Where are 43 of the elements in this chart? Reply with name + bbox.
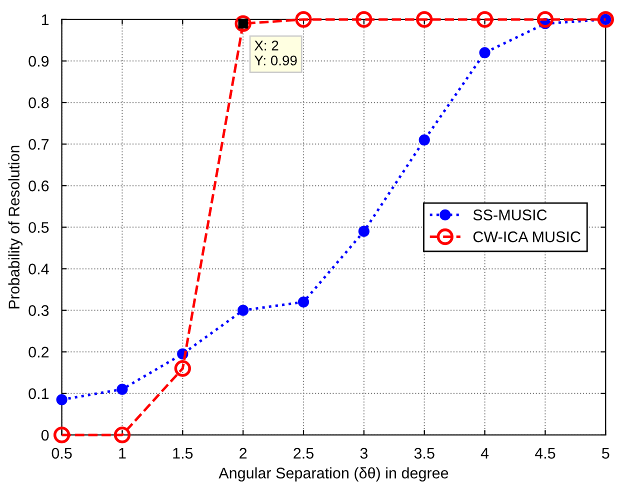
x-tick-label: 4.5 [534,448,556,459]
y-tick-label: 0.2 [28,346,49,358]
x-tick-label: 4 [480,448,489,459]
point [53,426,70,444]
point [298,296,310,308]
legend-label: SS-MUSIC [473,210,547,220]
annotation: X: 2 Y: 0.99 [254,40,297,66]
point [476,11,494,28]
point [114,426,131,444]
x-axis-title: Angular Separation (δθ) in degree [218,467,448,482]
point [56,394,68,406]
x-tick-label: 2.5 [294,448,314,459]
y-tick-label: 0.1 [28,388,49,400]
point [416,11,433,28]
point [356,11,372,28]
x-tick-label: 2 [240,448,247,459]
point [174,360,191,377]
x-tick-label: 5 [602,448,610,459]
x-tick-label: 1 [119,448,126,459]
x-tick-label: 1.5 [173,448,193,459]
x-tick-label: 0.5 [52,448,72,459]
y-tick-label: 0.3 [28,305,49,316]
legend-label: CW-ICA MUSIC [473,231,580,242]
point [597,11,614,28]
y-tick-label: 0.5 [28,222,49,233]
y-tick-label: 0.9 [28,56,49,67]
point [418,134,430,146]
point [234,15,252,32]
y-tick-label: 0.7 [28,138,49,150]
x-tick-label: 3 [360,448,368,459]
point [238,304,249,316]
y-tick-label: 0 [41,430,49,441]
y-tick-label: 1 [42,14,49,25]
y-tick-label: 0.8 [28,97,49,108]
point [295,11,312,28]
y-tick-label: 0.6 [28,180,49,192]
y-tick-label: 0.4 [28,264,49,274]
x-tick-label: 3.5 [414,448,434,459]
point [116,384,128,395]
point [536,11,554,28]
point [479,47,490,58]
point [358,226,370,237]
y-axis-title: Probability of Resolution [8,146,23,308]
